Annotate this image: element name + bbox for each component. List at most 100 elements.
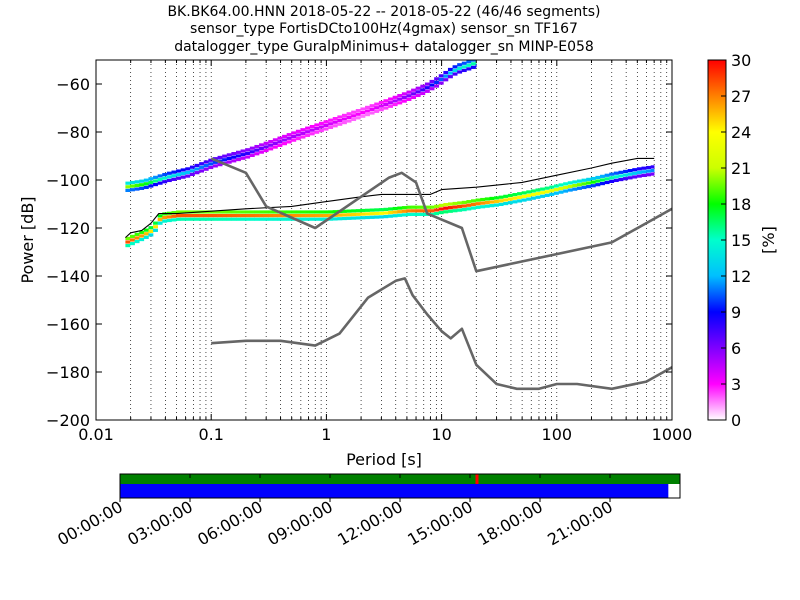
density-cell bbox=[461, 200, 467, 205]
density-cell bbox=[130, 238, 135, 242]
y-tick-label: −80 bbox=[56, 123, 90, 142]
density-cell bbox=[291, 214, 297, 218]
density-cell bbox=[295, 210, 301, 214]
density-cell bbox=[498, 195, 504, 199]
density-cell bbox=[636, 167, 642, 171]
density-cell bbox=[355, 216, 361, 220]
colorbar-tick-label: 21 bbox=[731, 159, 751, 178]
density-cell bbox=[434, 204, 440, 209]
density-cell bbox=[452, 209, 458, 213]
density-cell bbox=[277, 214, 283, 218]
density-cell bbox=[176, 173, 182, 177]
density-cell bbox=[291, 131, 297, 135]
density-cell bbox=[272, 217, 278, 221]
density-cell bbox=[208, 217, 214, 221]
density-cell bbox=[351, 117, 357, 122]
density-cell bbox=[447, 202, 453, 206]
density-cell bbox=[627, 176, 633, 180]
plot-frame bbox=[95, 59, 673, 421]
y-tick-label: −120 bbox=[46, 219, 90, 238]
density-cell bbox=[282, 134, 287, 139]
density-cell bbox=[254, 152, 260, 156]
density-cell bbox=[609, 176, 615, 180]
density-cell bbox=[553, 191, 559, 195]
density-cell bbox=[268, 217, 274, 221]
density-cell bbox=[176, 169, 182, 173]
density-cell bbox=[203, 217, 209, 221]
density-cell bbox=[355, 109, 361, 113]
density-cell bbox=[420, 91, 426, 96]
density-cell bbox=[171, 170, 177, 174]
density-cell bbox=[180, 217, 186, 221]
density-cell bbox=[429, 79, 435, 84]
density-cell bbox=[249, 214, 255, 218]
density-cell bbox=[388, 214, 393, 218]
density-cell bbox=[600, 178, 605, 182]
density-cell bbox=[231, 152, 237, 156]
density-cell bbox=[148, 184, 154, 188]
density-cell bbox=[411, 95, 417, 100]
density-cell bbox=[475, 202, 481, 206]
density-cell bbox=[263, 145, 269, 149]
density-cell bbox=[305, 133, 311, 137]
density-cell bbox=[424, 86, 430, 90]
density-cell bbox=[208, 214, 214, 218]
density-cell bbox=[346, 115, 352, 120]
density-cell bbox=[268, 214, 274, 218]
density-cell bbox=[434, 208, 440, 212]
density-cell bbox=[277, 217, 283, 221]
density-cell bbox=[254, 144, 260, 149]
density-cell bbox=[420, 209, 426, 213]
density-cell bbox=[166, 178, 172, 183]
timeline-tick-label: 09:00:00 bbox=[264, 497, 336, 549]
density-cell bbox=[185, 214, 191, 218]
density-cell bbox=[434, 80, 440, 85]
density-cell bbox=[466, 207, 472, 211]
density-cell bbox=[406, 209, 412, 213]
density-cell bbox=[388, 97, 393, 101]
density-cell bbox=[203, 214, 209, 218]
density-cell bbox=[471, 202, 476, 207]
density-cell bbox=[535, 188, 541, 192]
density-cell bbox=[365, 215, 370, 220]
density-cell bbox=[203, 164, 209, 168]
density-cell bbox=[420, 88, 426, 92]
density-cell bbox=[328, 217, 334, 221]
density-cell bbox=[627, 169, 633, 173]
density-cell bbox=[530, 196, 536, 200]
density-cell bbox=[581, 185, 587, 190]
x-tick-label: 1 bbox=[321, 425, 331, 444]
density-cell bbox=[383, 207, 389, 212]
density-cell bbox=[438, 211, 444, 215]
density-cell bbox=[498, 202, 504, 207]
density-cell bbox=[125, 236, 131, 240]
density-cell bbox=[309, 128, 315, 132]
density-cell bbox=[365, 105, 370, 109]
density-cell bbox=[392, 102, 398, 107]
density-cell bbox=[130, 241, 135, 246]
density-cell bbox=[424, 89, 430, 93]
density-cell bbox=[604, 177, 610, 181]
density-cell bbox=[586, 181, 592, 185]
density-cell bbox=[475, 205, 481, 209]
density-cell bbox=[595, 179, 601, 183]
timeline-tick-label: 15:00:00 bbox=[404, 497, 476, 549]
density-cell bbox=[286, 210, 292, 214]
density-cell bbox=[526, 193, 532, 198]
density-cell bbox=[254, 148, 260, 152]
density-cell bbox=[388, 104, 393, 108]
density-cell bbox=[199, 217, 205, 221]
density-cell bbox=[480, 205, 486, 209]
density-cell bbox=[581, 178, 587, 182]
density-cell bbox=[411, 88, 417, 92]
density-cell bbox=[249, 217, 255, 221]
density-cell bbox=[217, 214, 223, 218]
density-cell bbox=[300, 214, 306, 218]
density-cell bbox=[466, 203, 472, 207]
density-cell bbox=[180, 168, 186, 172]
density-cell bbox=[125, 181, 131, 185]
density-cell bbox=[314, 217, 320, 221]
density-cell bbox=[544, 190, 550, 194]
density-cell bbox=[263, 214, 269, 218]
